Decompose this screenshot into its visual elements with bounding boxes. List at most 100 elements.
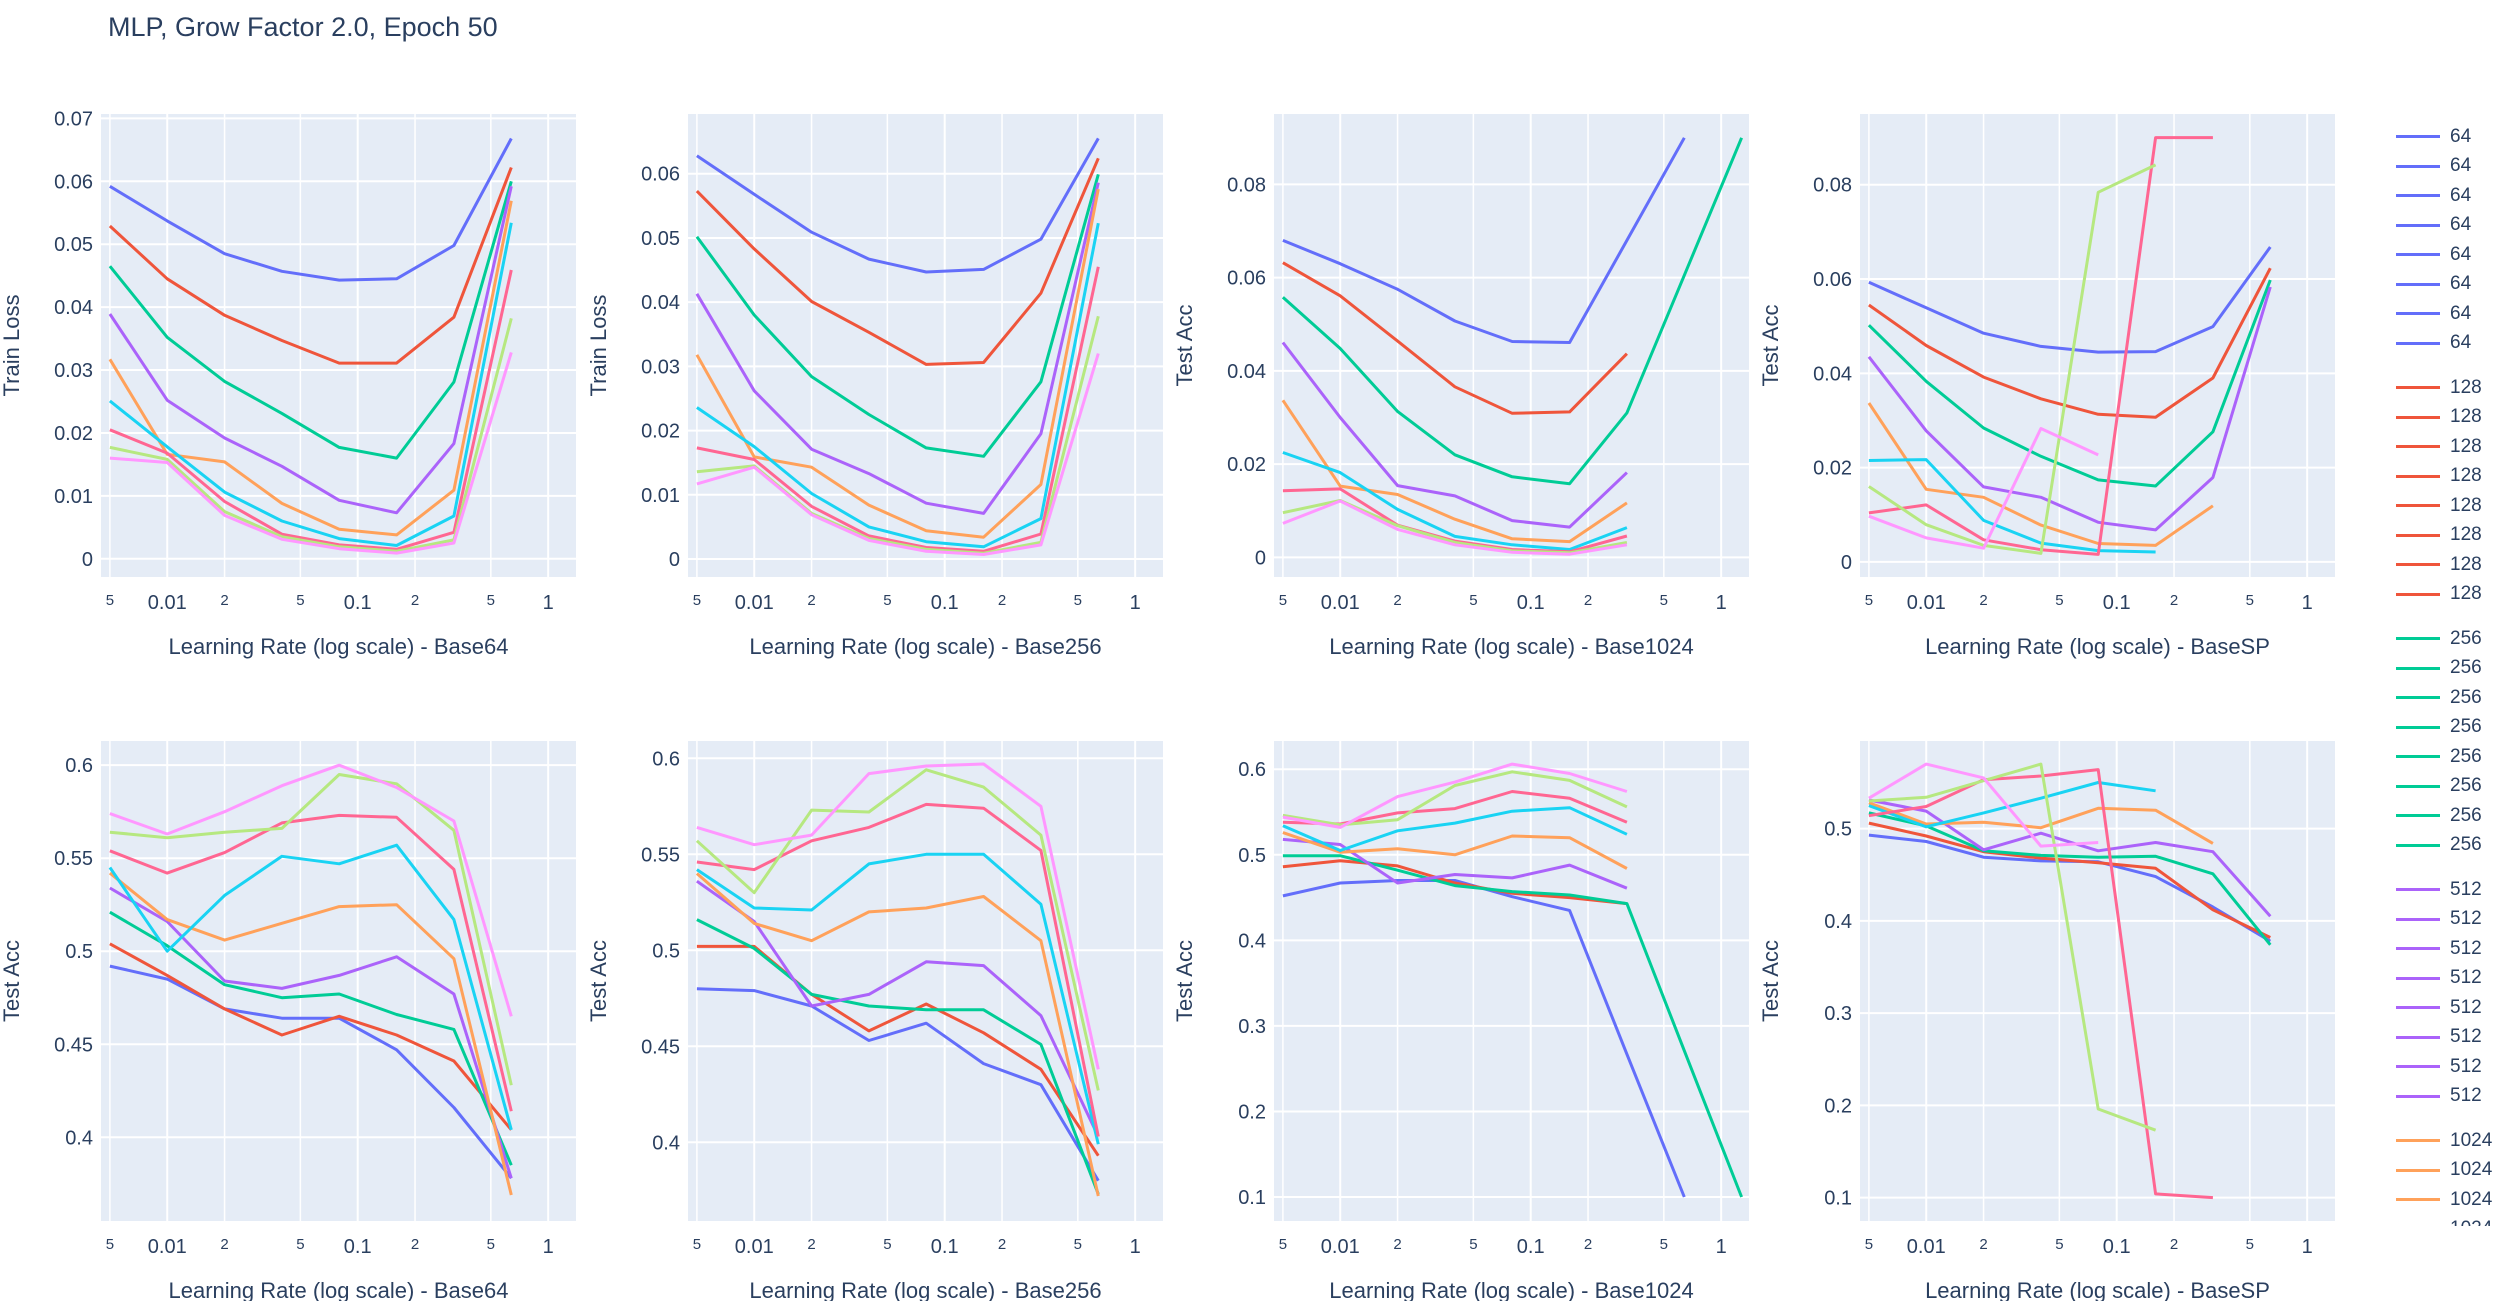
series-line-6[interactable] bbox=[696, 852, 1100, 1145]
series-line-5[interactable] bbox=[1868, 801, 2214, 845]
legend-item[interactable]: 128 bbox=[2380, 491, 2482, 520]
series-line-5[interactable] bbox=[695, 872, 1100, 1197]
legend-item[interactable]: 128 bbox=[2380, 521, 2482, 550]
series-line-1[interactable] bbox=[696, 137, 1100, 274]
series-line-9[interactable] bbox=[1282, 762, 1628, 829]
series-line-7[interactable] bbox=[1868, 768, 2213, 1200]
plot-area[interactable] bbox=[688, 741, 1163, 1221]
legend-item[interactable]: 64 bbox=[2380, 299, 2471, 328]
legend-item[interactable]: 512 bbox=[2380, 993, 2482, 1022]
legend-item[interactable]: 128 bbox=[2380, 580, 2482, 609]
series-line-3[interactable] bbox=[1868, 811, 2272, 946]
series-line-7[interactable] bbox=[696, 802, 1100, 1137]
series-line-1[interactable] bbox=[109, 137, 513, 282]
legend-item[interactable]: 512 bbox=[2380, 964, 2482, 993]
series-line-4[interactable] bbox=[1868, 798, 2272, 918]
series-line-6[interactable] bbox=[108, 222, 513, 547]
legend-item[interactable]: 512 bbox=[2380, 1023, 2482, 1052]
legend-item[interactable]: 128 bbox=[2380, 462, 2482, 491]
series-line-3[interactable] bbox=[1867, 279, 2272, 488]
legend-item[interactable]: 512 bbox=[2380, 875, 2482, 904]
series-line-2[interactable] bbox=[109, 942, 513, 1131]
series-line-6[interactable] bbox=[1282, 806, 1628, 852]
series-line-8[interactable] bbox=[109, 318, 513, 553]
legend-item[interactable]: 1024 bbox=[2380, 1156, 2492, 1185]
series-line-9[interactable] bbox=[696, 353, 1100, 556]
legend-item[interactable]: 64 bbox=[2380, 152, 2471, 181]
series-line-3[interactable] bbox=[696, 918, 1100, 1195]
series-line-1[interactable] bbox=[1868, 246, 2272, 354]
series-line-6[interactable] bbox=[108, 843, 513, 1131]
series-line-2[interactable] bbox=[1282, 859, 1628, 906]
series-line-8[interactable] bbox=[1868, 163, 2157, 555]
legend-item[interactable]: 256 bbox=[2380, 683, 2482, 712]
legend-item[interactable]: 256 bbox=[2380, 742, 2482, 771]
legend-item[interactable]: 128 bbox=[2380, 373, 2482, 402]
legend-item[interactable]: 64 bbox=[2380, 270, 2471, 299]
legend-item[interactable]: 128 bbox=[2380, 550, 2482, 579]
plot-area[interactable] bbox=[1274, 114, 1749, 577]
legend-item[interactable]: 64 bbox=[2380, 329, 2471, 358]
legend-item[interactable]: 512 bbox=[2380, 1052, 2482, 1081]
series-line-5[interactable] bbox=[695, 188, 1100, 539]
series-line-7[interactable] bbox=[109, 813, 513, 1112]
legend-item[interactable]: 64 bbox=[2380, 181, 2471, 210]
series-line-7[interactable] bbox=[696, 266, 1100, 553]
series-line-3[interactable] bbox=[695, 173, 1100, 458]
series-line-9[interactable] bbox=[1868, 762, 2099, 848]
series-line-3[interactable] bbox=[108, 180, 513, 460]
legend-item[interactable]: 512 bbox=[2380, 905, 2482, 934]
series-line-5[interactable] bbox=[1282, 831, 1628, 870]
legend-item[interactable]: 512 bbox=[2380, 1082, 2482, 1111]
series-line-4[interactable] bbox=[1281, 341, 1628, 529]
series-line-1[interactable] bbox=[109, 964, 513, 1180]
series-line-8[interactable] bbox=[1868, 762, 2157, 1132]
series-line-4[interactable] bbox=[109, 886, 513, 1179]
legend-item[interactable]: 1024 bbox=[2380, 1126, 2492, 1155]
series-line-3[interactable] bbox=[1282, 854, 1743, 1198]
series-line-3[interactable] bbox=[109, 910, 513, 1166]
legend-item[interactable]: 128 bbox=[2380, 432, 2482, 461]
legend-item[interactable]: 512 bbox=[2380, 934, 2482, 963]
legend-item[interactable]: 64 bbox=[2380, 122, 2471, 151]
series-line-8[interactable] bbox=[695, 768, 1100, 1091]
legend-item[interactable]: 1024 bbox=[2380, 1215, 2492, 1226]
series-line-3[interactable] bbox=[1281, 137, 1743, 486]
series-line-2[interactable] bbox=[1868, 821, 2271, 939]
series-line-9[interactable] bbox=[109, 351, 513, 555]
legend-item[interactable]: 256 bbox=[2380, 713, 2482, 742]
plot-area[interactable] bbox=[1274, 741, 1749, 1221]
series-line-6[interactable] bbox=[1868, 781, 2156, 829]
series-line-2[interactable] bbox=[108, 166, 513, 365]
series-line-5[interactable] bbox=[1281, 399, 1628, 544]
legend-item[interactable]: 128 bbox=[2380, 403, 2482, 432]
series-line-9[interactable] bbox=[1282, 499, 1628, 556]
series-line-2[interactable] bbox=[1282, 261, 1628, 415]
series-line-2[interactable] bbox=[695, 157, 1100, 366]
series-line-6[interactable] bbox=[696, 222, 1100, 549]
series-line-8[interactable] bbox=[109, 773, 513, 1086]
legend-item[interactable]: 64 bbox=[2380, 240, 2471, 269]
legend-item[interactable]: 256 bbox=[2380, 801, 2482, 830]
series-line-1[interactable] bbox=[696, 987, 1100, 1182]
series-line-9[interactable] bbox=[696, 762, 1100, 1070]
legend-item[interactable]: 256 bbox=[2380, 831, 2482, 860]
series-line-4[interactable] bbox=[695, 182, 1100, 515]
series-line-8[interactable] bbox=[1282, 770, 1628, 827]
series-line-2[interactable] bbox=[1868, 267, 2272, 419]
series-line-1[interactable] bbox=[1282, 137, 1686, 344]
legend-item[interactable]: 256 bbox=[2380, 654, 2482, 683]
series-line-7[interactable] bbox=[109, 269, 513, 551]
legend-item[interactable]: 256 bbox=[2380, 772, 2482, 801]
series-line-5[interactable] bbox=[108, 871, 513, 1196]
series-line-4[interactable] bbox=[1867, 286, 2272, 532]
series-line-4[interactable] bbox=[108, 185, 513, 515]
series-line-4[interactable] bbox=[1282, 837, 1628, 890]
series-line-5[interactable] bbox=[1867, 402, 2214, 547]
series-line-9[interactable] bbox=[1868, 427, 2099, 550]
series-line-6[interactable] bbox=[1868, 458, 2156, 554]
series-line-6[interactable] bbox=[1282, 451, 1628, 551]
series-line-9[interactable] bbox=[109, 763, 513, 1017]
series-line-4[interactable] bbox=[696, 879, 1100, 1138]
legend-item[interactable]: 256 bbox=[2380, 624, 2482, 653]
